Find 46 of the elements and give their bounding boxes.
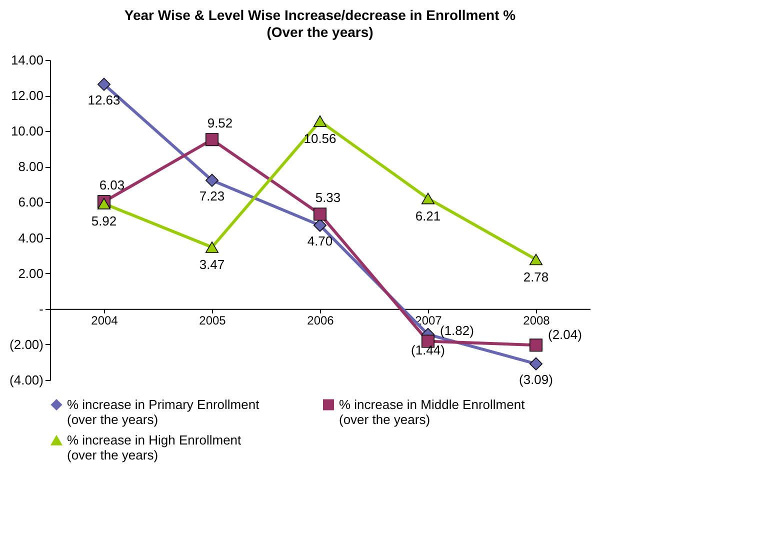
data-label: 12.63: [88, 92, 120, 108]
x-tick-label: 2006: [307, 313, 334, 328]
point: [529, 338, 543, 352]
point: [529, 254, 543, 266]
data-label: (2.04): [548, 327, 582, 342]
point: [97, 198, 111, 210]
point: [313, 208, 327, 221]
data-label: (1.44): [411, 342, 445, 358]
point: [529, 357, 543, 370]
data-label: 4.70: [307, 233, 333, 248]
chart-subtitle: (Over the years): [266, 24, 374, 40]
y-tick-label: 10.00: [10, 124, 44, 139]
chart-title: Year Wise & Level Wise Increase/decrease in Enrollment %: [124, 7, 516, 23]
y-tick-label: 4.00: [18, 230, 44, 246]
point: [421, 192, 435, 204]
y-tick-label: (2.00): [10, 336, 44, 352]
y-tick-label: 14.00: [10, 52, 44, 68]
point: [313, 218, 327, 232]
legend-label: % increase in Middle Enrollment (over the years): [339, 396, 526, 427]
data-label: 3.47: [199, 257, 225, 272]
y-tick-label: (4.00): [10, 372, 44, 388]
data-label: 7.23: [199, 188, 225, 204]
data-label: 9.52: [207, 116, 233, 131]
point: [205, 174, 219, 187]
data-label: (3.09): [519, 372, 553, 387]
point: [313, 115, 327, 127]
point: [97, 78, 111, 91]
y-tick-label: 12.00: [10, 88, 44, 104]
data-label: 10.56: [304, 131, 336, 146]
y-tick-label: 2.00: [18, 266, 44, 281]
data-label: (1.82): [440, 323, 474, 338]
y-tick-label: -: [39, 301, 44, 316]
y-tick-label: 8.00: [18, 159, 44, 174]
point: [205, 241, 219, 253]
data-label: 6.21: [415, 208, 441, 224]
x-tick-label: 2005: [199, 313, 226, 328]
x-tick-label: 2008: [523, 313, 550, 328]
data-label: 6.03: [99, 178, 125, 193]
data-label: 5.92: [91, 214, 117, 229]
y-tick-label: 6.00: [18, 194, 44, 210]
legend-label: % increase in Primary Enrollment (over the years): [67, 396, 260, 427]
x-tick-label: 2004: [91, 313, 118, 328]
data-label: 5.33: [315, 190, 341, 206]
point: [205, 133, 219, 146]
legend-label: % increase in High Enrollment (over the years): [67, 432, 242, 462]
data-label: 2.78: [523, 269, 549, 284]
